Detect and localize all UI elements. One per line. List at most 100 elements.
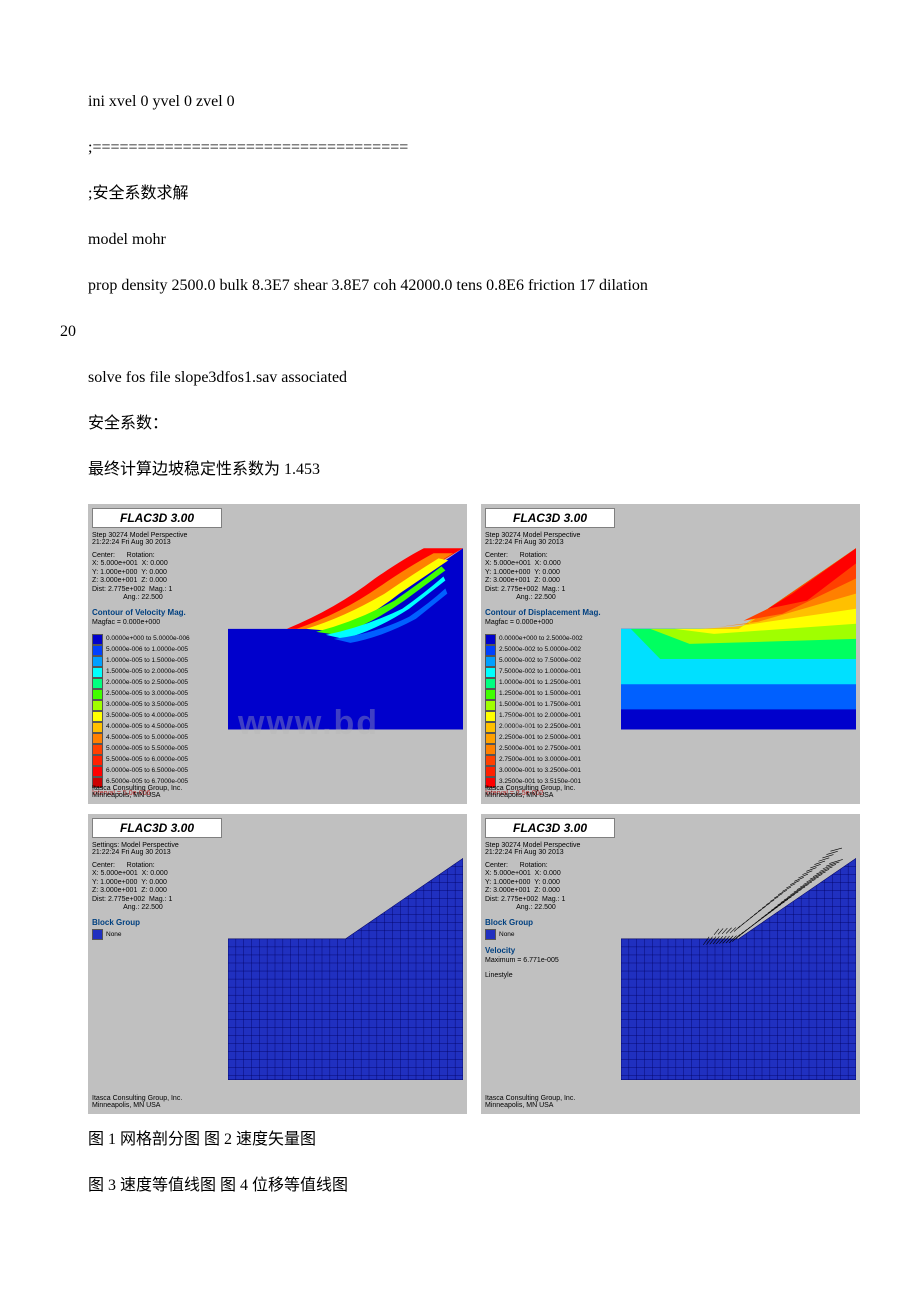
velocity-header: Velocity [485,946,615,955]
time-label: 21:22:24 Fri Aug 30 2013 [92,849,222,856]
legend-range-label: 5.0000e-005 to 5.5000e-005 [106,745,188,753]
legend-swatch [485,656,496,667]
contour-header: Contour of Displacement Mag. [485,608,615,617]
linestyle-label: Linestyle [485,972,615,980]
legend-list-velocity: 0.0000e+000 to 5.0000e-006 5.0000e-006 to… [92,634,222,788]
legend-swatch [92,678,103,689]
code-line: model mohr [60,228,860,252]
legend-range-label: 1.0000e-005 to 1.5000e-005 [106,657,188,665]
legend-range-label: 3.5000e-005 to 4.0000e-005 [106,712,188,720]
time-label: 21:22:24 Fri Aug 30 2013 [485,539,615,546]
legend-range-label: 1.7500e-001 to 2.0000e-001 [499,712,581,720]
step-label: Step 30274 Model Perspective [485,532,615,539]
contour-header: Contour of Velocity Mag. [92,608,222,617]
legend-swatch [92,689,103,700]
block-group-header: Block Group [92,918,222,927]
legend-range-label: 2.2500e-001 to 2.5000e-001 [499,734,581,742]
code-line: ;=================================== [60,136,860,160]
legend-range-label: 0.0000e+000 to 2.5000e-002 [499,635,583,643]
legend-swatch [485,744,496,755]
legend-range-label: 5.0000e-002 to 7.5000e-002 [499,657,581,665]
velocity-contour-plot [228,508,463,800]
legend-swatch [485,645,496,656]
velocity-vector-plot [621,818,856,1110]
app-title: FLAC3D 3.00 [97,511,217,525]
code-line: 20 [60,320,860,344]
legend-range-label: 3.0000e-005 to 3.5000e-005 [106,701,188,709]
app-title: FLAC3D 3.00 [97,821,217,835]
figure-mesh-grid: FLAC3D 3.00 Settings: Model Perspective … [88,814,467,1114]
code-line: prop density 2500.0 bulk 8.3E7 shear 3.8… [60,274,860,298]
legend-swatch [485,766,496,777]
code-line: ini xvel 0 yvel 0 zvel 0 [60,90,860,114]
caption-1-2: 图 1 网格剖分图 图 2 速度矢量图 [60,1128,860,1152]
step-label: Settings: Model Perspective [92,842,222,849]
legend-range-label: 2.5000e-005 to 3.0000e-005 [106,690,188,698]
legend-list-displacement: 0.0000e+000 to 2.5000e-002 2.5000e-002 to… [485,634,615,788]
figure-velocity-contour: FLAC3D 3.00 Step 30274 Model Perspective… [88,504,467,804]
legend-range-label: 3.0000e-001 to 3.2500e-001 [499,767,581,775]
legend-swatch [485,733,496,744]
legend-swatch [92,634,103,645]
legend-swatch [485,755,496,766]
legend-range-label: 1.5000e-001 to 1.7500e-001 [499,701,581,709]
legend-swatch [92,711,103,722]
block-group-header: Block Group [485,918,615,927]
legend-none: None [106,931,122,939]
figure-velocity-vector: FLAC3D 3.00 Step 30274 Model Perspective… [481,814,860,1114]
legend-swatch [92,744,103,755]
legend-swatch [485,722,496,733]
legend-swatch [92,755,103,766]
magfac-label: Magfac = 0.000e+000 [485,619,615,627]
legend-range-label: 2.0000e-005 to 2.5000e-005 [106,679,188,687]
legend-swatch [92,656,103,667]
displacement-contour-plot [621,508,856,800]
legend-swatch [485,678,496,689]
step-label: Step 30274 Model Perspective [485,842,615,849]
legend-range-label: 5.0000e-006 to 1.0000e-005 [106,646,188,654]
code-line: 最终计算边坡稳定性系数为 1.453 [60,458,860,482]
code-line: 安全系数： [60,412,860,436]
caption-3-4: 图 3 速度等值线图 图 4 位移等值线图 [60,1174,860,1198]
legend-swatch [92,700,103,711]
figure-displacement-contour: FLAC3D 3.00 Step 30274 Model Perspective… [481,504,860,804]
legend-range-label: 4.0000e-005 to 4.5000e-005 [106,723,188,731]
legend-range-label: 2.5000e-001 to 2.7500e-001 [499,745,581,753]
magfac-label: Magfac = 0.000e+000 [92,619,222,627]
legend-range-label: 1.2500e-001 to 1.5000e-001 [499,690,581,698]
legend-range-label: 4.5000e-005 to 5.0000e-005 [106,734,188,742]
legend-swatch [92,645,103,656]
legend-swatch [485,634,496,645]
legend-range-label: 7.5000e-002 to 1.0000e-001 [499,668,581,676]
legend-range-label: 6.0000e-005 to 6.5000e-005 [106,767,188,775]
legend-range-label: 2.7500e-001 to 3.0000e-001 [499,756,581,764]
step-label: Step 30274 Model Perspective [92,532,222,539]
time-label: 21:22:24 Fri Aug 30 2013 [92,539,222,546]
figure-grid: FLAC3D 3.00 Step 30274 Model Perspective… [88,504,860,1114]
document-page: ini xvel 0 yvel 0 zvel 0 ;==============… [0,0,920,1280]
center-header: Center: [92,552,115,559]
legend-swatch [485,700,496,711]
legend-range-label: 1.5000e-005 to 2.0000e-005 [106,668,188,676]
legend-none: None [499,931,515,939]
legend-range-label: 1.0000e-001 to 1.2500e-001 [499,679,581,687]
app-title: FLAC3D 3.00 [490,821,610,835]
legend-swatch [92,733,103,744]
velocity-max-label: Maximum = 6.771e-005 [485,957,615,965]
code-line: solve fos file slope3dfos1.sav associate… [60,366,860,390]
legend-range-label: 5.5000e-005 to 6.0000e-005 [106,756,188,764]
legend-swatch [485,667,496,678]
legend-swatch [485,711,496,722]
legend-swatch [92,667,103,678]
rotation-header: Rotation: [127,552,155,559]
legend-swatch [92,766,103,777]
code-line: ;安全系数求解 [60,182,860,206]
legend-range-label: 2.5000e-002 to 5.0000e-002 [499,646,581,654]
time-label: 21:22:24 Fri Aug 30 2013 [485,849,615,856]
legend-swatch [92,722,103,733]
legend-swatch [485,689,496,700]
app-title: FLAC3D 3.00 [490,511,610,525]
mesh-plot [228,818,463,1110]
legend-range-label: 2.0000e-001 to 2.2500e-001 [499,723,581,731]
legend-range-label: 0.0000e+000 to 5.0000e-006 [106,635,190,643]
